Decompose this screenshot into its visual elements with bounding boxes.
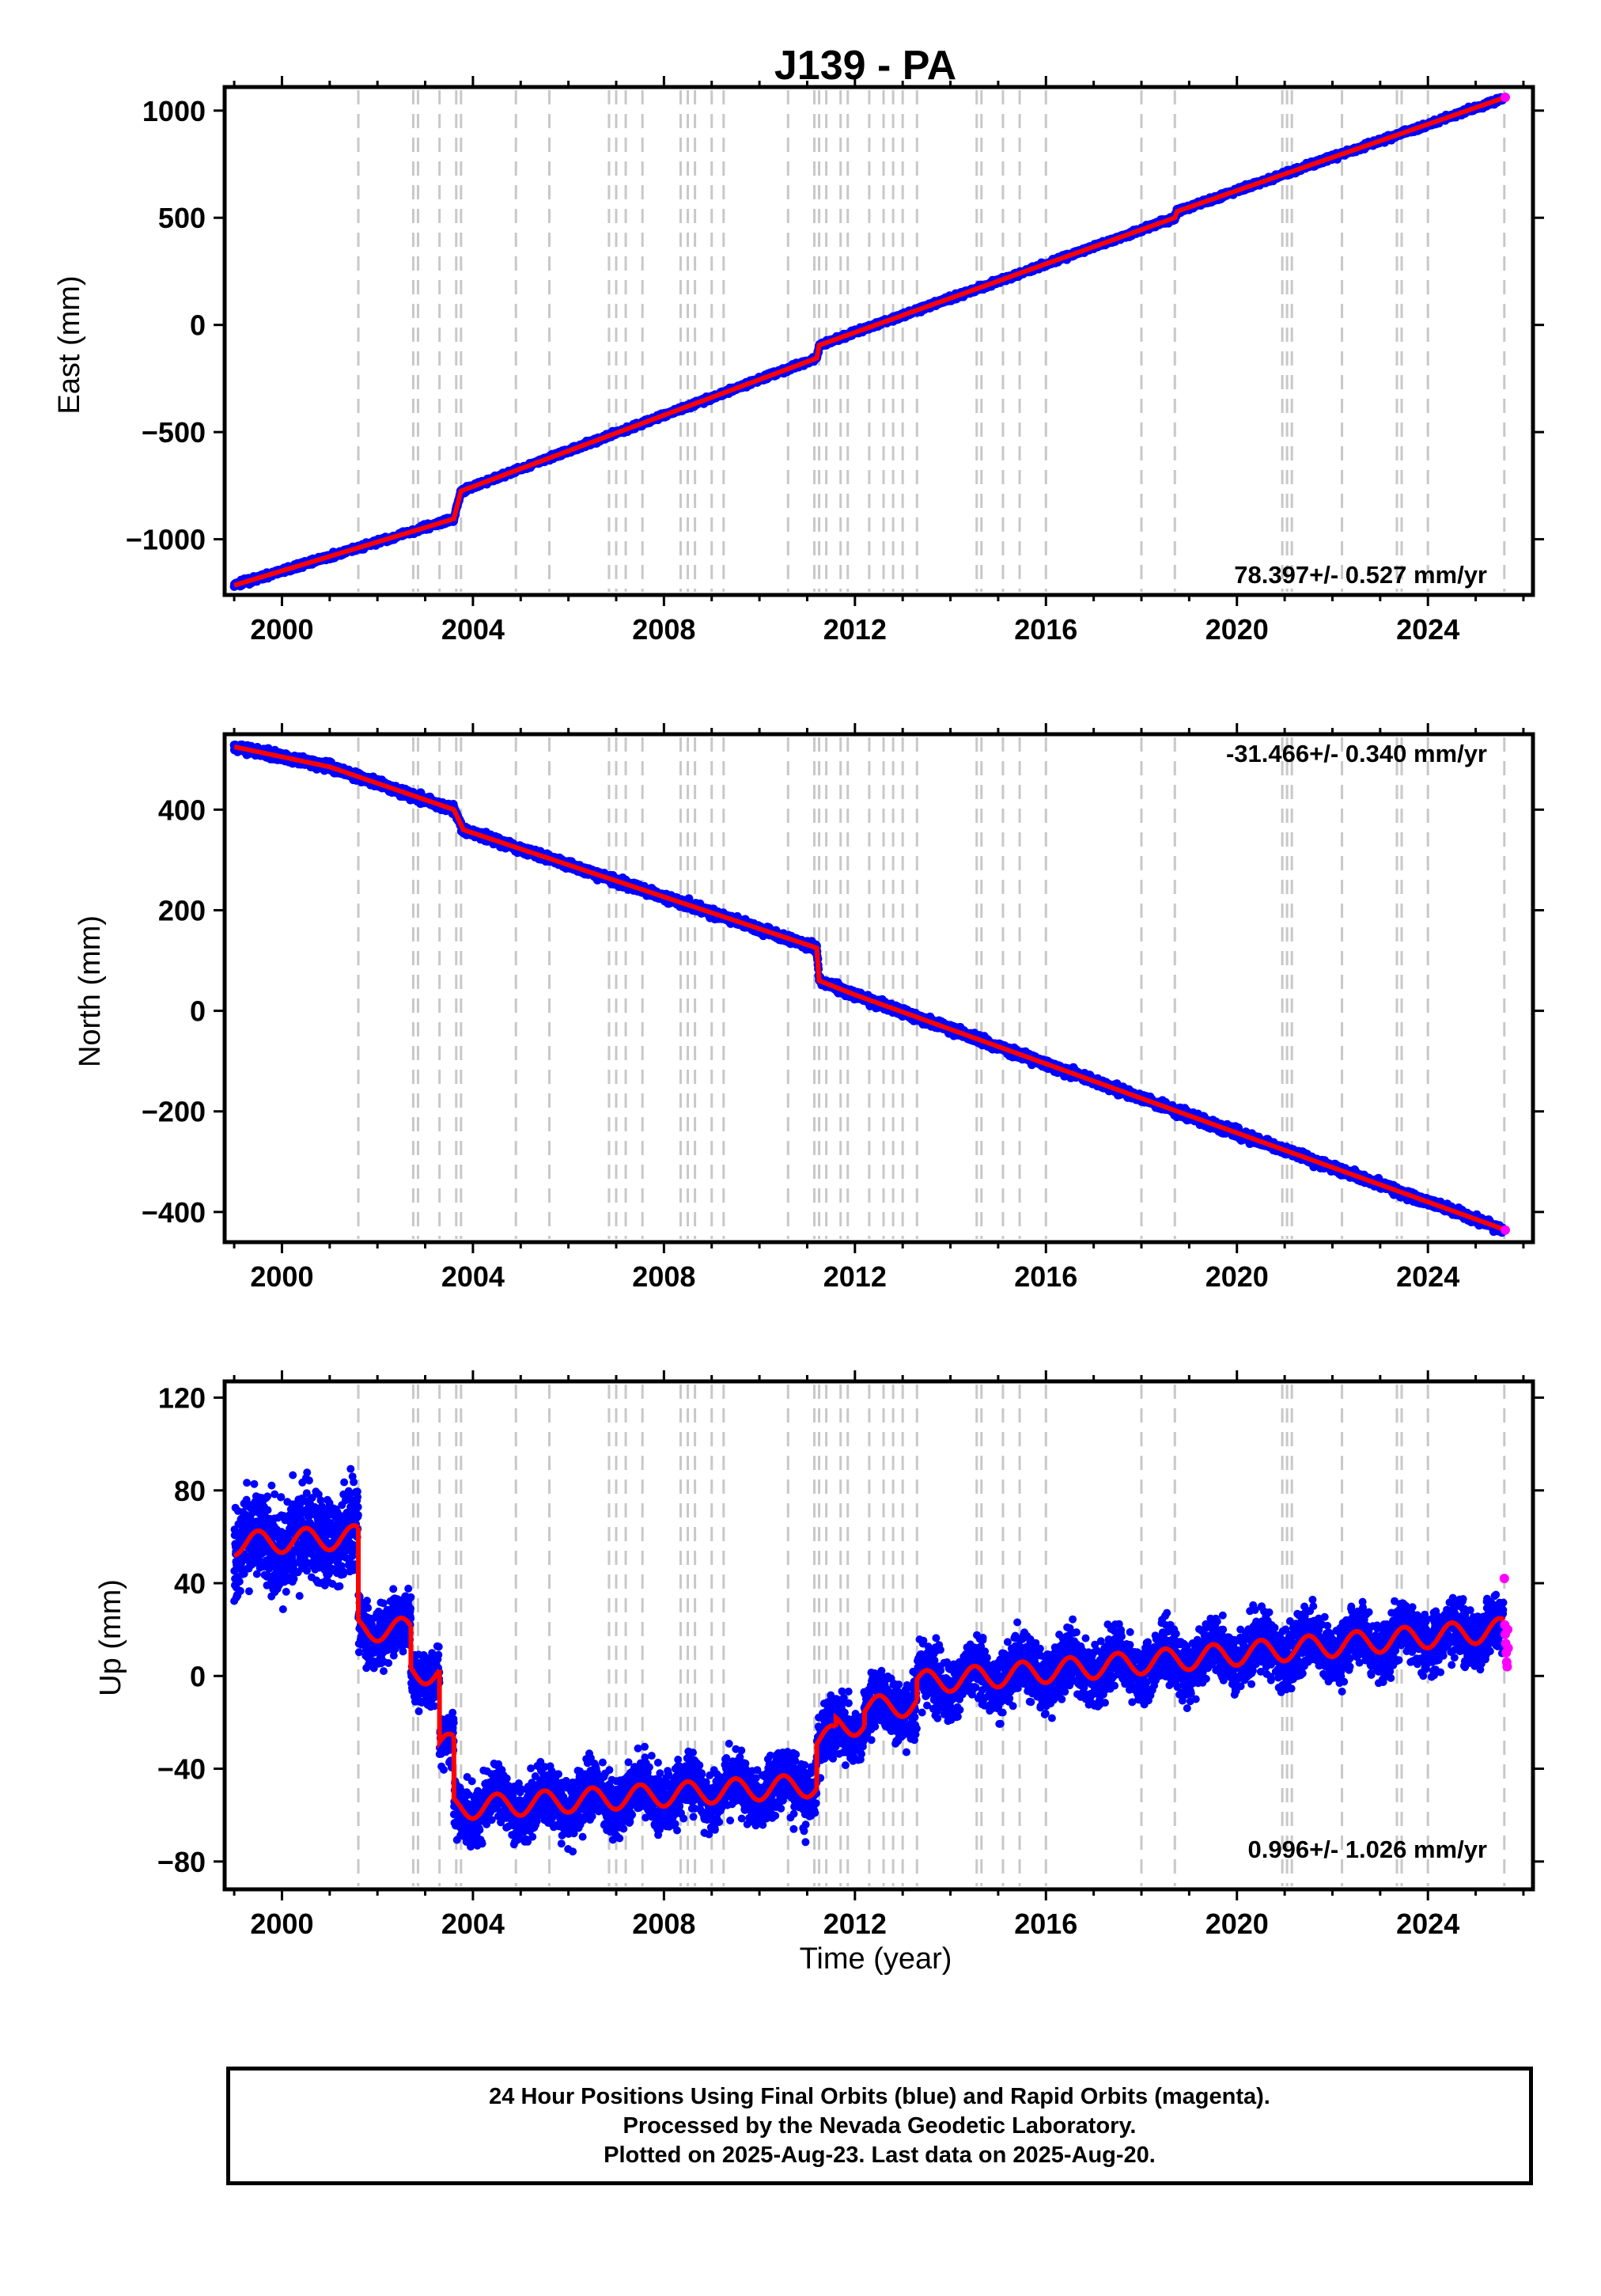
east-rate-text: 78.397+/- 0.527 mm/yr [1234,561,1487,589]
east-x-tick-label: 2012 [823,613,887,646]
east-x-tick-label: 2024 [1396,613,1459,646]
east-y-tick-label: 500 [158,202,206,234]
north-panel: 2000 2004 2008 2012 2016 2020 2024−400−2000200… [142,723,1544,1293]
east-x-tick-label: 2020 [1205,613,1269,646]
east-x-tick-label: 2008 [632,613,695,646]
east-x-tick-label: 2016 [1014,613,1077,646]
east-y-tick-label: 1000 [142,95,206,127]
east-y-tick-label: 0 [190,309,206,342]
east-y-tick-label: −1000 [126,524,206,556]
east-x-tick-label: 2000 [250,613,313,646]
east-x-tick-label: 2004 [441,613,505,646]
chart-title: J139 - PA [774,43,956,89]
east-y-tick-label: −500 [142,416,206,449]
east-panel: 2000 2004 2008 2012 2016 2020 2024 −1000 −500 0 50… [126,76,1544,646]
east-rapid-orbit-point [1500,93,1510,103]
east-y-axis-label: East (mm) [53,275,86,414]
